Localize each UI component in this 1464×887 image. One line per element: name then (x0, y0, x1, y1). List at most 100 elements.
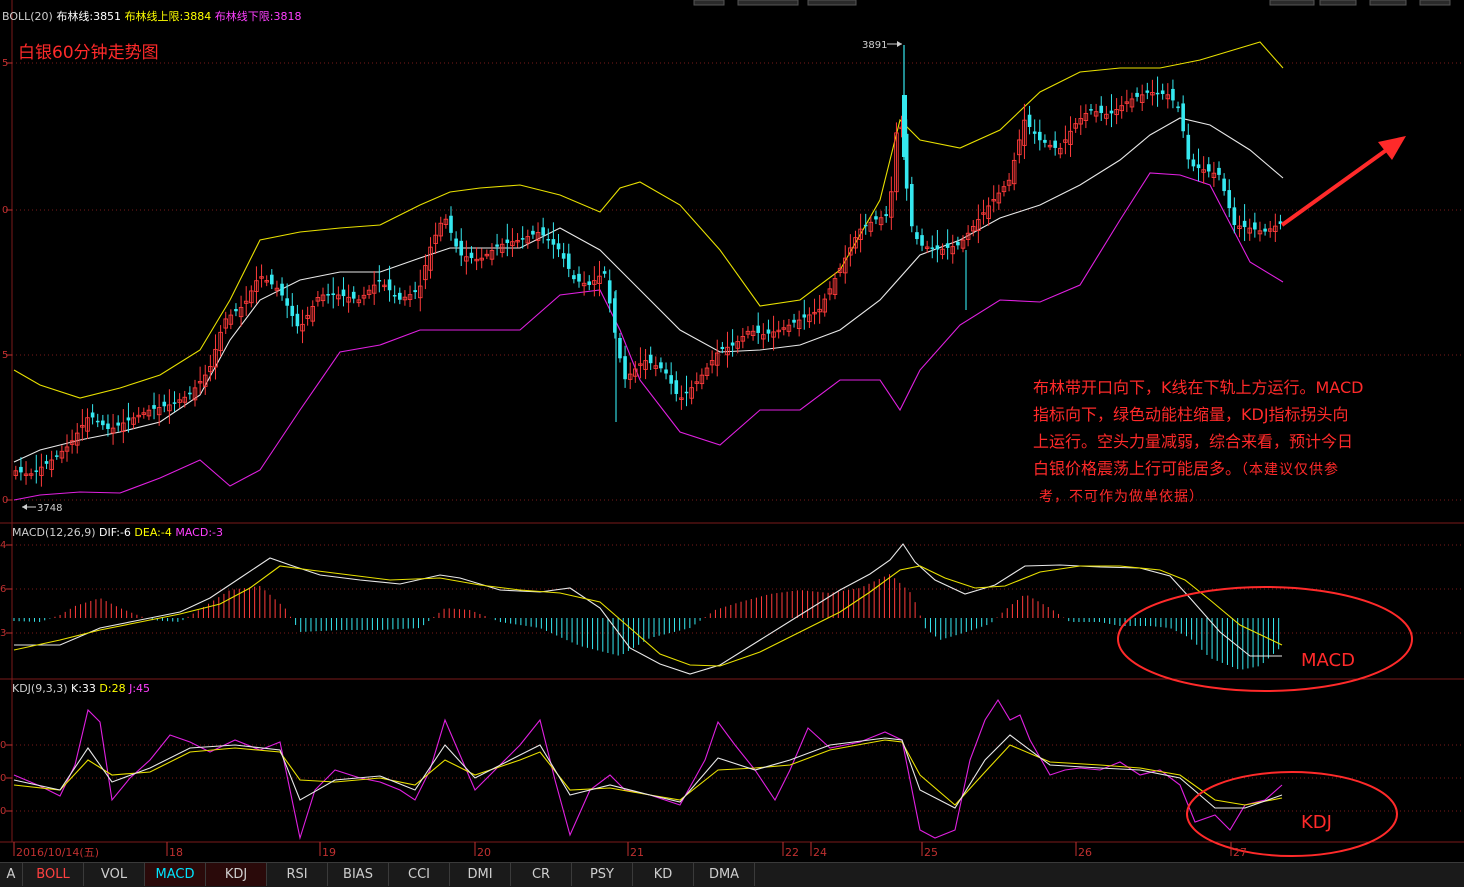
kdj-header: KDJ(9,3,3) K:33 D:28 J:45 (12, 682, 150, 695)
candle-body-up (597, 275, 602, 284)
low-marker-label: 3748 (37, 503, 62, 514)
candle-body-up (822, 298, 828, 313)
candle-body-down (270, 274, 274, 285)
x-axis-label: 22 (785, 846, 799, 859)
candle-body-up (156, 407, 162, 416)
boll-upper-line (13, 41, 1284, 399)
candle-body-down (116, 422, 120, 426)
candle-body-up (223, 318, 228, 329)
tab-kdj[interactable]: KDJ (206, 863, 267, 886)
macd-dea: DEA:-4 (134, 526, 172, 539)
macd-dif: DIF:-6 (99, 526, 131, 539)
spike-high-body (902, 95, 907, 157)
macd-highlight-ellipse (1117, 586, 1413, 692)
candle-body-down (44, 461, 49, 464)
candle-body-up (694, 381, 700, 384)
candle-body-up (714, 352, 720, 366)
candle-body-down (285, 298, 289, 306)
tab-vol[interactable]: VOL (84, 863, 145, 886)
candle-body-down (1232, 207, 1237, 226)
candle-body-up (428, 246, 433, 271)
candle-body-down (1171, 88, 1175, 101)
candle-body-down (1135, 92, 1139, 97)
tab-psy[interactable]: PSY (572, 863, 633, 886)
candle-body-up (725, 346, 730, 356)
candle-body-up (991, 199, 996, 202)
candle-body-up (1237, 225, 1242, 229)
candle-body-down (387, 279, 392, 291)
candle-body-down (106, 423, 110, 429)
tab-cci[interactable]: CCI (389, 863, 450, 886)
candle-body-up (346, 296, 351, 303)
candle-body-down (152, 405, 156, 409)
kdj-j-line (13, 698, 1283, 841)
boll-mid-line (13, 117, 1284, 463)
candle-body-down (766, 329, 771, 334)
candle-body-up (74, 432, 80, 446)
candle-body-up (59, 450, 65, 459)
candle-body-up (202, 374, 208, 387)
candle-body-down (613, 298, 617, 333)
candle-body-down (1032, 131, 1037, 134)
boll-upper-label: 布林线上限:3884 (124, 10, 212, 23)
x-axis-label: 25 (924, 846, 938, 859)
chart-canvas: 3891 3748 5 0 5 0 4 6 3 0 0 0 2016/10/14(五) 18 19 20 21 2… (0, 0, 1464, 859)
tab-macd[interactable]: MACD (145, 863, 206, 886)
candle-body-down (295, 313, 300, 327)
candle-body-up (85, 417, 90, 432)
candle-body-up (438, 222, 444, 237)
tab-dma[interactable]: DMA (694, 863, 755, 886)
candle-body-down (351, 291, 356, 299)
candle-body-down (566, 253, 571, 269)
candle-body-up (28, 473, 34, 476)
candle-body-down (551, 239, 556, 245)
candle-body-up (315, 297, 321, 302)
candle-body-up (39, 466, 44, 476)
candle-body-up (633, 368, 638, 377)
candle-body-up (525, 236, 531, 244)
tab-a[interactable]: A (0, 863, 23, 886)
candle-body-up (535, 232, 541, 241)
boll-lower-label: 布林线下限:3818 (214, 10, 302, 23)
tab-rsi[interactable]: RSI (267, 863, 328, 886)
candle-body-up (853, 237, 858, 249)
candle-body-up (274, 287, 280, 291)
candle-body-down (126, 417, 131, 421)
x-axis-label: 27 (1233, 846, 1247, 859)
candle-body-up (418, 285, 423, 299)
analysis-annotation: 布林带开口向下，K线在下轨上方运行。MACD 指标向下，绿色动能柱缩量，KDJ指… (1033, 374, 1363, 511)
candle-body-down (1227, 190, 1232, 209)
candle-body-down (935, 245, 940, 250)
candle-body-up (1063, 139, 1068, 143)
candle-body-up (709, 360, 715, 366)
candle-body-up (858, 228, 863, 241)
candle-body-down (863, 224, 868, 227)
candle-body-up (976, 219, 981, 231)
macd-dea-line (13, 565, 1283, 667)
trend-arrow-head (1378, 136, 1406, 160)
candle-body-up (996, 192, 1002, 204)
candle-body-up (197, 381, 203, 384)
candle-body-down (684, 391, 689, 394)
tab-dmi[interactable]: DMI (450, 863, 511, 886)
tab-boll[interactable]: BOLL (23, 863, 84, 886)
candle-body-down (1145, 90, 1150, 93)
candle-body-up (259, 276, 264, 279)
tab-cr[interactable]: CR (511, 863, 572, 886)
candle-body-up (131, 417, 136, 425)
candle-body-down (756, 325, 760, 333)
tab-bias[interactable]: BIAS (328, 863, 389, 886)
candle-body-up (182, 396, 188, 403)
tab-kd[interactable]: KD (633, 863, 694, 886)
candle-body-down (1181, 103, 1185, 132)
candle-body-down (945, 243, 950, 248)
candle-body-up (1022, 119, 1027, 146)
y-axis-tick-label: 3 (0, 628, 6, 639)
kdj-d: D:28 (99, 682, 126, 695)
candle-body-up (213, 348, 218, 368)
toolbar-button-stub (1269, 0, 1315, 6)
y-axis-tick-label: 4 (0, 540, 6, 551)
candle-body-down (561, 253, 566, 259)
candle-body-up (1139, 94, 1145, 103)
candle-body-up (827, 288, 833, 295)
